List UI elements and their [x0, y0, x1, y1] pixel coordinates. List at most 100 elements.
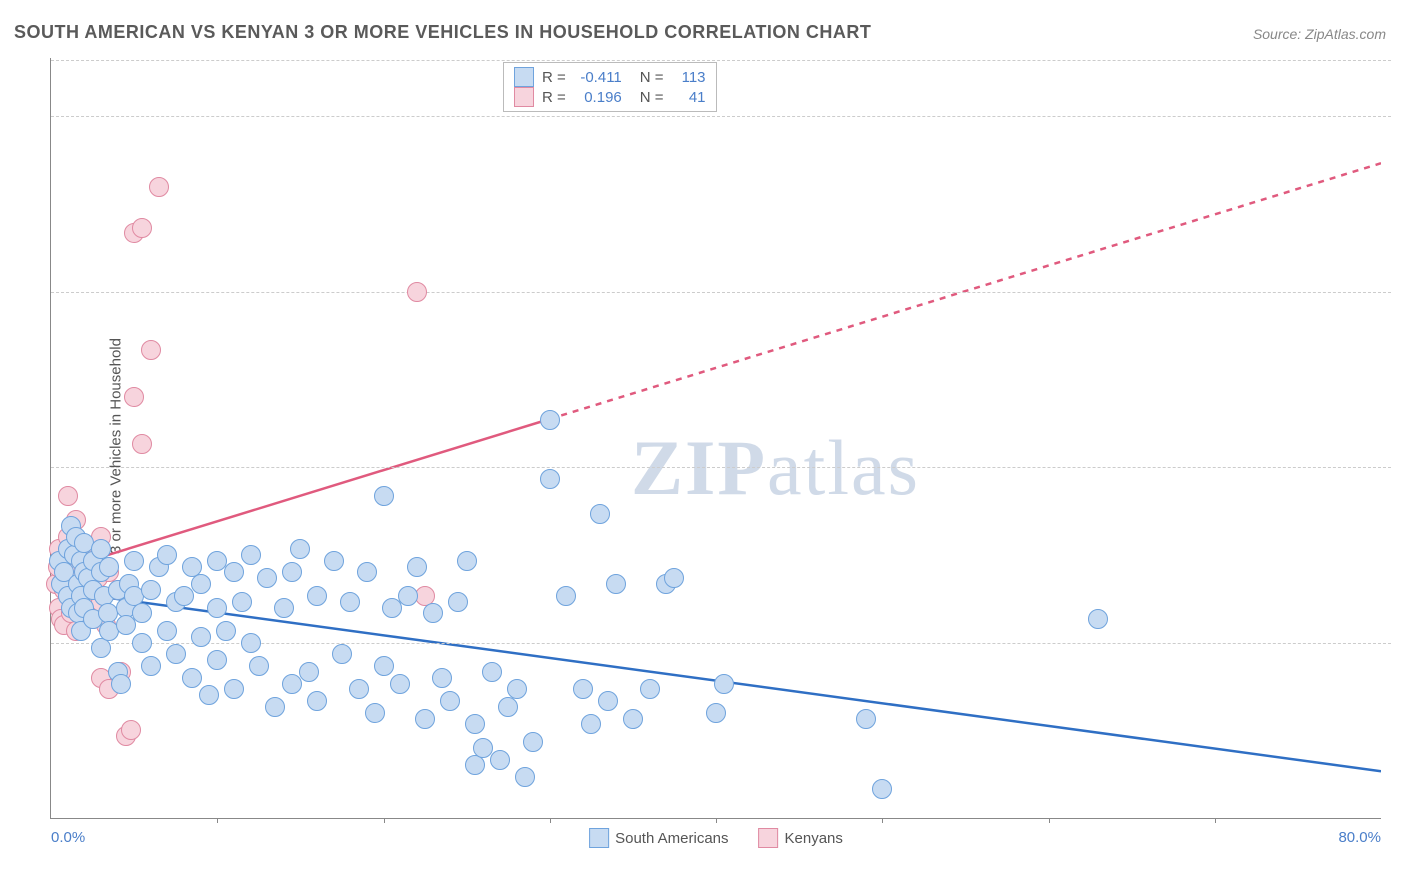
- data-point: [216, 621, 236, 641]
- legend-swatch: [514, 67, 534, 87]
- data-point: [556, 586, 576, 606]
- data-point: [282, 562, 302, 582]
- data-point: [374, 486, 394, 506]
- stats-row: R =0.196N =41: [514, 87, 706, 107]
- data-point: [340, 592, 360, 612]
- x-tick: [1049, 818, 1050, 823]
- data-point: [91, 638, 111, 658]
- data-point: [482, 662, 502, 682]
- legend-swatch: [759, 828, 779, 848]
- gridline: [51, 467, 1391, 468]
- data-point: [415, 709, 435, 729]
- data-point: [598, 691, 618, 711]
- x-tick: [716, 818, 717, 823]
- data-point: [640, 679, 660, 699]
- data-point: [207, 650, 227, 670]
- chart-title: SOUTH AMERICAN VS KENYAN 3 OR MORE VEHIC…: [14, 22, 871, 43]
- data-point: [182, 668, 202, 688]
- data-point: [166, 644, 186, 664]
- data-point: [374, 656, 394, 676]
- data-point: [540, 469, 560, 489]
- data-point: [573, 679, 593, 699]
- data-point: [332, 644, 352, 664]
- x-tick-min: 0.0%: [51, 829, 85, 846]
- data-point: [465, 755, 485, 775]
- legend-bottom: South Americans Kenyans: [589, 828, 843, 848]
- data-point: [390, 674, 410, 694]
- y-tick-label: 15.0%: [1391, 634, 1406, 651]
- data-point: [111, 674, 131, 694]
- data-point: [606, 574, 626, 594]
- source-credit: Source: ZipAtlas.com: [1253, 26, 1386, 42]
- data-point: [157, 621, 177, 641]
- data-point: [664, 568, 684, 588]
- data-point: [207, 598, 227, 618]
- data-point: [290, 539, 310, 559]
- data-point: [357, 562, 377, 582]
- data-point: [498, 697, 518, 717]
- data-point: [856, 709, 876, 729]
- data-point: [257, 568, 277, 588]
- data-point: [365, 703, 385, 723]
- data-point: [299, 662, 319, 682]
- data-point: [581, 714, 601, 734]
- data-point: [349, 679, 369, 699]
- data-point: [507, 679, 527, 699]
- data-point: [407, 557, 427, 577]
- data-point: [124, 387, 144, 407]
- plot-area: ZIPatlas R =-0.411N =113R =0.196N =41 So…: [50, 58, 1381, 819]
- data-point: [141, 340, 161, 360]
- data-point: [199, 685, 219, 705]
- x-tick: [550, 818, 551, 823]
- x-tick: [1215, 818, 1216, 823]
- data-point: [191, 574, 211, 594]
- x-tick-max: 80.0%: [1338, 829, 1381, 846]
- gridline: [51, 116, 1391, 117]
- y-tick-label: 30.0%: [1391, 459, 1406, 476]
- data-point: [407, 282, 427, 302]
- data-point: [432, 668, 452, 688]
- gridline: [51, 60, 1391, 61]
- data-point: [515, 767, 535, 787]
- data-point: [457, 551, 477, 571]
- gridline: [51, 292, 1391, 293]
- data-point: [623, 709, 643, 729]
- stats-row: R =-0.411N =113: [514, 67, 706, 87]
- x-tick: [882, 818, 883, 823]
- data-point: [141, 580, 161, 600]
- data-point: [490, 750, 510, 770]
- data-point: [132, 434, 152, 454]
- x-tick: [384, 818, 385, 823]
- stats-box: R =-0.411N =113R =0.196N =41: [503, 62, 717, 112]
- data-point: [590, 504, 610, 524]
- data-point: [714, 674, 734, 694]
- data-point: [132, 603, 152, 623]
- legend-swatch: [514, 87, 534, 107]
- data-point: [423, 603, 443, 623]
- data-point: [274, 598, 294, 618]
- data-point: [124, 551, 144, 571]
- data-point: [58, 486, 78, 506]
- legend-item: South Americans: [589, 828, 728, 848]
- legend-item: Kenyans: [759, 828, 843, 848]
- data-point: [249, 656, 269, 676]
- data-point: [157, 545, 177, 565]
- data-point: [523, 732, 543, 752]
- data-point: [224, 679, 244, 699]
- y-tick-label: 45.0%: [1391, 283, 1406, 300]
- data-point: [232, 592, 252, 612]
- data-point: [324, 551, 344, 571]
- data-point: [132, 218, 152, 238]
- data-point: [1088, 609, 1108, 629]
- data-point: [448, 592, 468, 612]
- data-point: [99, 557, 119, 577]
- y-tick-label: 60.0%: [1391, 108, 1406, 125]
- data-point: [706, 703, 726, 723]
- data-point: [224, 562, 244, 582]
- data-point: [265, 697, 285, 717]
- data-point: [540, 410, 560, 430]
- data-point: [132, 633, 152, 653]
- data-point: [191, 627, 211, 647]
- x-tick: [217, 818, 218, 823]
- data-point: [141, 656, 161, 676]
